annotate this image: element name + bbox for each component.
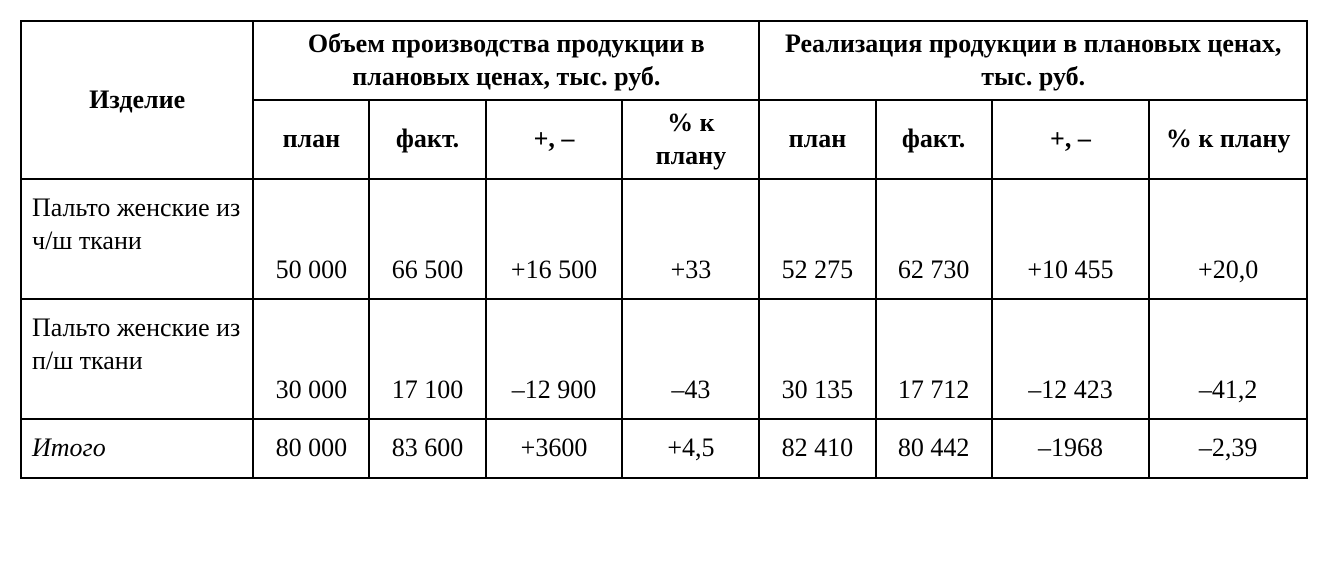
total-prod-fact: 83 600 [369,419,485,478]
cell-real-fact: 17 712 [876,299,992,419]
total-prod-delta: +3600 [486,419,623,478]
total-real-delta: –1968 [992,419,1150,478]
cell-prod-plan: 30 000 [253,299,369,419]
cell-prod-delta: –12 900 [486,299,623,419]
header-real-delta: +, – [992,100,1150,179]
header-real-pct: % к плану [1149,100,1307,179]
cell-prod-delta: +16 500 [486,179,623,299]
production-sales-table: Изделие Объем производства продукции в п… [20,20,1308,479]
header-group-production: Объем производства продукции в плановых … [253,21,759,100]
header-real-fact: факт. [876,100,992,179]
header-prod-delta: +, – [486,100,623,179]
total-prod-plan: 80 000 [253,419,369,478]
cell-real-delta: +10 455 [992,179,1150,299]
cell-prod-plan: 50 000 [253,179,369,299]
table-total-row: Итого 80 000 83 600 +3600 +4,5 82 410 80… [21,419,1307,478]
header-group-realization: Реализация продукции в плановых ценах, т… [759,21,1307,100]
total-prod-pct: +4,5 [622,419,759,478]
header-prod-pct: % к плану [622,100,759,179]
table-row: Пальто женские из ч/ш ткани 50 000 66 50… [21,179,1307,299]
row-label: Пальто женские из п/ш ткани [21,299,253,419]
total-real-pct: –2,39 [1149,419,1307,478]
cell-prod-fact: 66 500 [369,179,485,299]
header-row-label: Изделие [21,21,253,179]
total-real-fact: 80 442 [876,419,992,478]
header-prod-fact: факт. [369,100,485,179]
table-header: Изделие Объем производства продукции в п… [21,21,1307,179]
cell-real-fact: 62 730 [876,179,992,299]
total-label: Итого [21,419,253,478]
table-row: Пальто женские из п/ш ткани 30 000 17 10… [21,299,1307,419]
header-real-plan: план [759,100,875,179]
total-real-plan: 82 410 [759,419,875,478]
cell-prod-pct: –43 [622,299,759,419]
cell-real-pct: +20,0 [1149,179,1307,299]
cell-real-plan: 52 275 [759,179,875,299]
cell-real-plan: 30 135 [759,299,875,419]
cell-prod-pct: +33 [622,179,759,299]
header-prod-plan: план [253,100,369,179]
cell-real-delta: –12 423 [992,299,1150,419]
cell-real-pct: –41,2 [1149,299,1307,419]
row-label: Пальто женские из ч/ш ткани [21,179,253,299]
cell-prod-fact: 17 100 [369,299,485,419]
